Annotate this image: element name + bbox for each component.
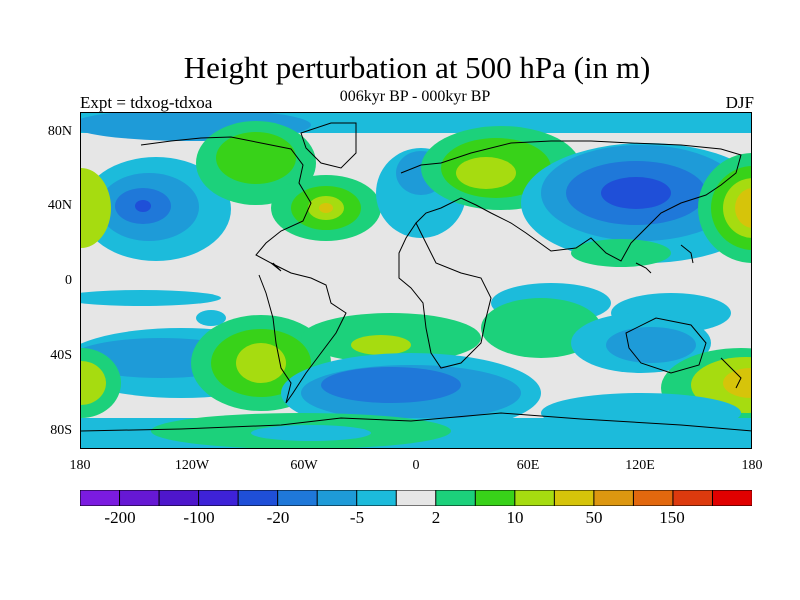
x-tick-label: 60E xyxy=(516,458,540,473)
x-tick-label: 120W xyxy=(174,458,210,473)
colorbar-label: 10 xyxy=(506,508,524,527)
chart-subtitle: 006kyr BP - 000kyr BP xyxy=(339,88,491,105)
x-tick-label: 120E xyxy=(625,458,655,473)
colorbar-label: 150 xyxy=(659,508,685,527)
colorbar-label: -20 xyxy=(266,508,290,527)
contour-field xyxy=(81,113,751,448)
colorbar-segment xyxy=(119,490,160,506)
map-panel xyxy=(80,112,752,449)
season-label: DJF xyxy=(725,93,754,112)
colorbar-segment xyxy=(632,490,674,506)
x-tick-label: 180 xyxy=(741,458,763,473)
experiment-label: Expt = tdxog-tdxoa xyxy=(80,93,213,112)
y-tick-label: 80N xyxy=(47,124,72,139)
coastlines xyxy=(81,122,751,432)
colorbar-segment xyxy=(198,490,239,506)
contour-fills xyxy=(81,113,751,448)
colorbar xyxy=(80,490,752,506)
colorbar-segment xyxy=(158,490,200,506)
x-tick-label: 0 xyxy=(412,458,420,473)
y-tick-label: 40N xyxy=(47,198,72,213)
y-tick-label: 0 xyxy=(65,273,72,288)
colorbar-segment xyxy=(80,490,121,506)
colorbar-label: -100 xyxy=(183,508,215,527)
colorbar-segment xyxy=(356,490,398,506)
colorbar-segment xyxy=(316,490,358,506)
x-tick-label: 180 xyxy=(69,458,91,473)
colorbar-segment xyxy=(237,490,279,506)
colorbar-label: 2 xyxy=(431,508,441,527)
colorbar-segment xyxy=(553,490,595,506)
colorbar-segment xyxy=(514,490,556,506)
colorbar-segment xyxy=(435,490,477,506)
colorbar-segment xyxy=(711,490,752,506)
colorbar-label: -200 xyxy=(104,508,136,527)
x-tick-label: 60W xyxy=(290,458,318,473)
colorbar-label: -5 xyxy=(349,508,365,527)
colorbar-segment xyxy=(672,490,714,506)
colorbar-segment xyxy=(474,490,516,506)
y-tick-label: 80S xyxy=(50,423,72,438)
colorbar-segment xyxy=(277,490,318,506)
colorbar-segment xyxy=(395,490,437,506)
colorbar-segment xyxy=(593,490,635,506)
colorbar-label: 50 xyxy=(585,508,603,527)
chart-title: Height perturbation at 500 hPa (in m) xyxy=(183,50,651,85)
y-tick-label: 40S xyxy=(50,348,72,363)
